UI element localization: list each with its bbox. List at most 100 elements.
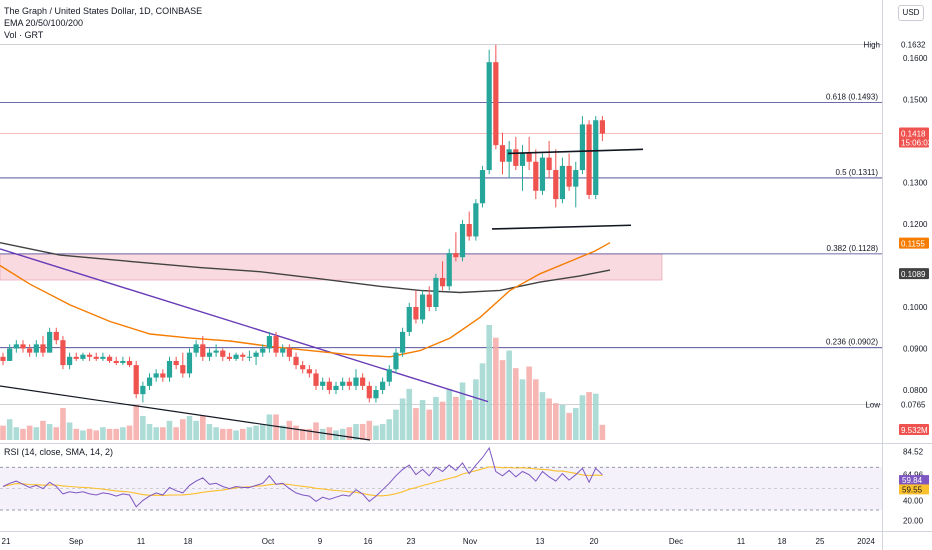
channel-bottom-line: [491, 224, 632, 230]
candle-body: [426, 294, 432, 307]
time-tick-label: 9: [318, 537, 323, 546]
rsi-legend: RSI (14, close, SMA, 14, 2): [4, 447, 114, 457]
volume-bar: [266, 414, 273, 440]
candle-body: [293, 356, 299, 366]
price-tag: [899, 398, 929, 410]
candle-body: [459, 224, 466, 258]
fib-label: 0.382 (0.1128): [827, 244, 879, 253]
volume-bar: [53, 427, 60, 440]
fib-label: 0.5 (0.1311): [835, 168, 878, 177]
volume-bar: [599, 424, 606, 440]
candle-body: [80, 354, 86, 359]
volume-bar: [399, 398, 406, 440]
volume-bar: [579, 395, 586, 440]
volume-bar: [552, 403, 559, 440]
candle-body: [166, 360, 173, 378]
volume-bar: [406, 388, 413, 440]
volume-bar: [446, 388, 453, 440]
candle-body: [320, 381, 326, 386]
price-tick-label: 0.0900: [903, 345, 928, 354]
volume-bar: [486, 325, 492, 440]
volume-bar: [66, 422, 73, 440]
time-tick-label: 25: [816, 537, 825, 546]
time-tick-label: 13: [536, 537, 545, 546]
currency-selector[interactable]: USD: [898, 5, 924, 21]
volume-bar: [80, 430, 86, 440]
candle-body: [579, 124, 586, 171]
time-tick-label: 11: [137, 537, 146, 546]
candle-body: [153, 373, 159, 378]
volume-bar: [533, 379, 539, 440]
price-tag-value: 0.0765: [901, 401, 926, 410]
candle-body: [499, 145, 506, 162]
candle-body: [60, 340, 66, 366]
volume-bar: [173, 427, 179, 440]
candle-body: [33, 344, 39, 353]
ema-legend: EMA 20/50/100/200: [4, 18, 84, 28]
price-tag-value: 9.532M: [901, 426, 928, 435]
price-tick-label: 0.1600: [903, 54, 928, 63]
price-tag-value: 0.1089: [901, 270, 926, 279]
candle-body: [566, 165, 572, 187]
volume-bar: [473, 379, 479, 440]
candle-body: [546, 157, 552, 171]
candle-body: [113, 360, 119, 364]
candle-body: [386, 369, 392, 382]
volume-bar: [546, 398, 552, 440]
candle-body: [353, 377, 359, 386]
candle-body: [246, 356, 253, 358]
volume-bar: [526, 366, 532, 440]
long-trendline: [0, 385, 371, 441]
candle-body: [27, 348, 33, 353]
price-tag-value: 0.1418: [901, 130, 926, 139]
candle-body: [519, 153, 526, 166]
time-tick-label: 11: [737, 537, 746, 546]
candle-body: [200, 344, 206, 357]
volume-bar: [186, 416, 193, 440]
candle-body: [513, 149, 519, 166]
volume-bar: [373, 425, 379, 440]
candle-body: [333, 385, 339, 390]
candle-body: [400, 331, 406, 353]
volume-bar: [86, 428, 93, 440]
volume-legend: Vol · GRT: [4, 30, 44, 40]
volume-bar: [206, 424, 213, 440]
candle-body: [193, 344, 199, 353]
volume-bar: [239, 428, 246, 440]
volume-bar: [386, 419, 393, 440]
price-tick-label: 0.1500: [903, 96, 928, 105]
candle-body: [226, 356, 233, 359]
candle-body: [266, 336, 272, 349]
candle-body: [86, 354, 93, 357]
volume-bar: [40, 420, 46, 440]
volume-bar: [133, 404, 139, 440]
candle-body: [173, 360, 179, 366]
rsi-value: 59.84: [902, 476, 923, 485]
candle-body: [346, 381, 352, 386]
candle-body: [120, 360, 126, 364]
candle-body: [20, 344, 26, 349]
candle-body: [126, 360, 133, 366]
volume-bar: [359, 424, 366, 440]
candle-body: [160, 373, 166, 378]
volume-bar: [13, 427, 20, 440]
fib-label: 0.618 (0.1493): [826, 92, 878, 101]
time-tick-label: 21: [2, 537, 11, 546]
candle-body: [47, 331, 53, 353]
candle-body: [186, 352, 193, 374]
candle-body: [439, 277, 446, 287]
time-tick-label: Sep: [69, 537, 84, 546]
volume-bar: [459, 382, 466, 440]
volume-bar: [180, 419, 186, 440]
candle-body: [406, 307, 412, 332]
price-tag-value: 0.1632: [901, 41, 926, 50]
candle-body: [0, 356, 6, 361]
candle-body: [7, 348, 13, 361]
candle-body: [433, 277, 439, 307]
volume-bar: [160, 427, 166, 440]
channel-top-line: [507, 148, 644, 155]
volume-bar: [273, 414, 279, 440]
ema-200-line: [0, 242, 611, 294]
time-tick-label: 23: [407, 537, 416, 546]
